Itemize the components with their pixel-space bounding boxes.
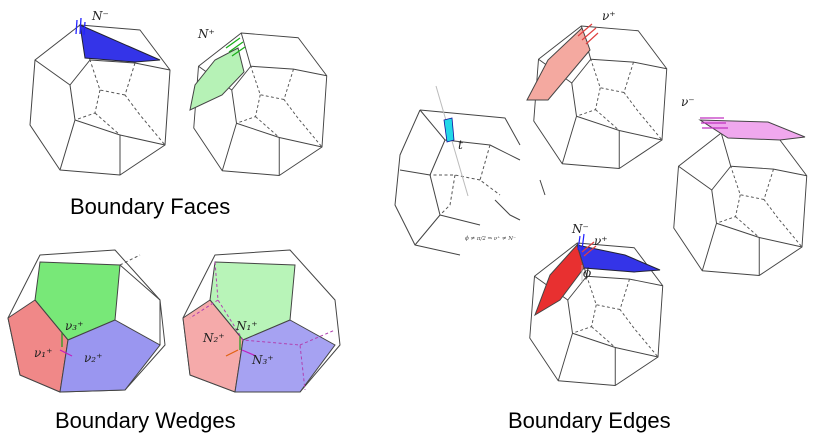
edges-polytope-red-blue: N⁻ ν⁺ ϕ [529,222,664,386]
label-n-minus: N⁻ [91,9,109,23]
label-N1-plus: N₁⁺ [235,319,258,333]
edges-panel: t ϕ ≠ π/2 ⇒ ν⁺ ≠ N⁻ ν⁺ ν⁻ [394,9,808,433]
normal-arrows-blue [75,17,86,36]
wedge-blue-face-light [234,319,336,393]
caption-boundary-edges: Boundary Edges [508,408,671,433]
normal-arrows-magenta [700,117,728,129]
label-nu1-plus: ν₁⁺ [34,346,52,360]
faces-panel: N⁻ N⁺ Boundary Faces [29,9,328,219]
label-N3-plus: N₃⁺ [251,353,274,367]
red-edge-face [534,244,585,317]
label-nu-minus: ν⁻ [681,95,695,109]
faces-polytope-right: N⁺ [189,27,328,176]
tangent-line [435,85,469,197]
wedge-normal-orange [225,349,239,357]
wedges-polytope-right: N₁⁺ N₂⁺ N₃⁺ [182,249,341,393]
label-N2-plus: N₂⁺ [202,331,225,345]
edges-polytope-magenta: ν⁻ [673,95,808,276]
label-nu3-plus: ν₃⁺ [65,319,83,333]
label-phi: ϕ [583,266,591,280]
magenta-boundary-face [698,119,806,141]
faces-polytope-left: N⁻ [29,9,171,176]
normal-arrows-n-minus [577,233,585,251]
label-nu2-plus: ν₂⁺ [84,351,102,365]
caption-boundary-wedges: Boundary Wedges [55,408,236,433]
wedge-arrow-magenta [59,349,73,357]
wedges-polytope-left: ν₃⁺ ν₁⁺ ν₂⁺ [7,249,166,393]
normal-arrows-pink [577,23,599,45]
label-nu-plus-top: ν⁺ [602,9,616,23]
pink-boundary-face [526,27,591,101]
wedge-normal-magenta [241,349,257,357]
label-t: t [458,138,463,152]
blue-boundary-face [79,24,161,63]
cyan-boundary-edge [443,117,455,143]
condition-label: ϕ ≠ π/2 ⇒ ν⁺ ≠ N⁻ [465,236,516,242]
edges-polytope-cyan: t ϕ ≠ π/2 ⇒ ν⁺ ≠ N⁻ [394,85,546,256]
green-boundary-face [189,47,245,111]
edges-polytope-pink: ν⁺ [526,9,668,169]
normal-arrows-green [225,37,246,57]
wedges-panel: ν₃⁺ ν₁⁺ ν₂⁺ N₁⁺ N₂⁺ N₃⁺ Boundary Wedges [7,249,341,433]
label-nu-plus-edge: ν⁺ [594,234,608,248]
label-n-plus: N⁺ [197,27,215,41]
label-n-minus-edge: N⁻ [571,222,589,236]
caption-boundary-faces: Boundary Faces [70,194,230,219]
wedge-dashed-boundary [214,261,306,391]
normal-arrows-nu-plus [581,241,597,257]
wedge-blue-face [59,319,161,393]
